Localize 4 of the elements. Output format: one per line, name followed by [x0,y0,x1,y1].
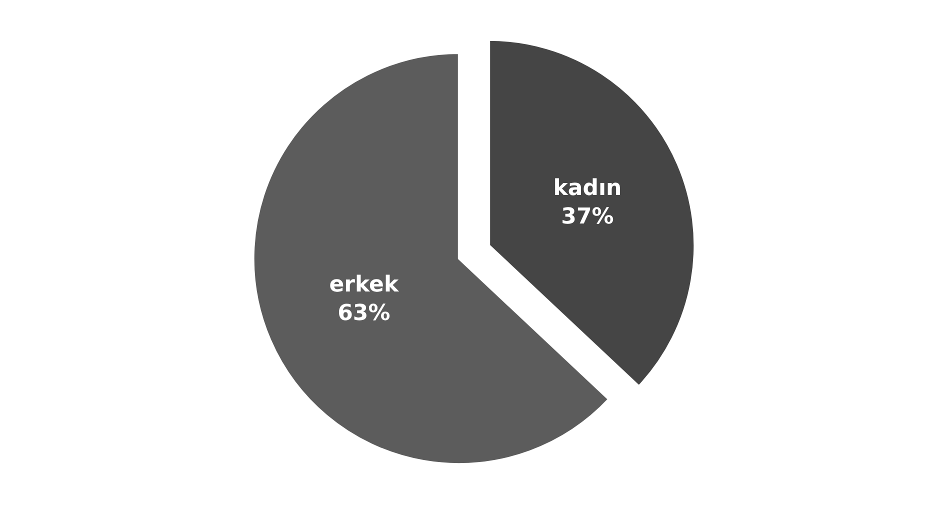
slice-label: erkek [329,272,400,298]
data-label: 63% [338,301,390,326]
data-label: 37% [561,204,614,230]
slice-label: kadın [553,176,622,202]
